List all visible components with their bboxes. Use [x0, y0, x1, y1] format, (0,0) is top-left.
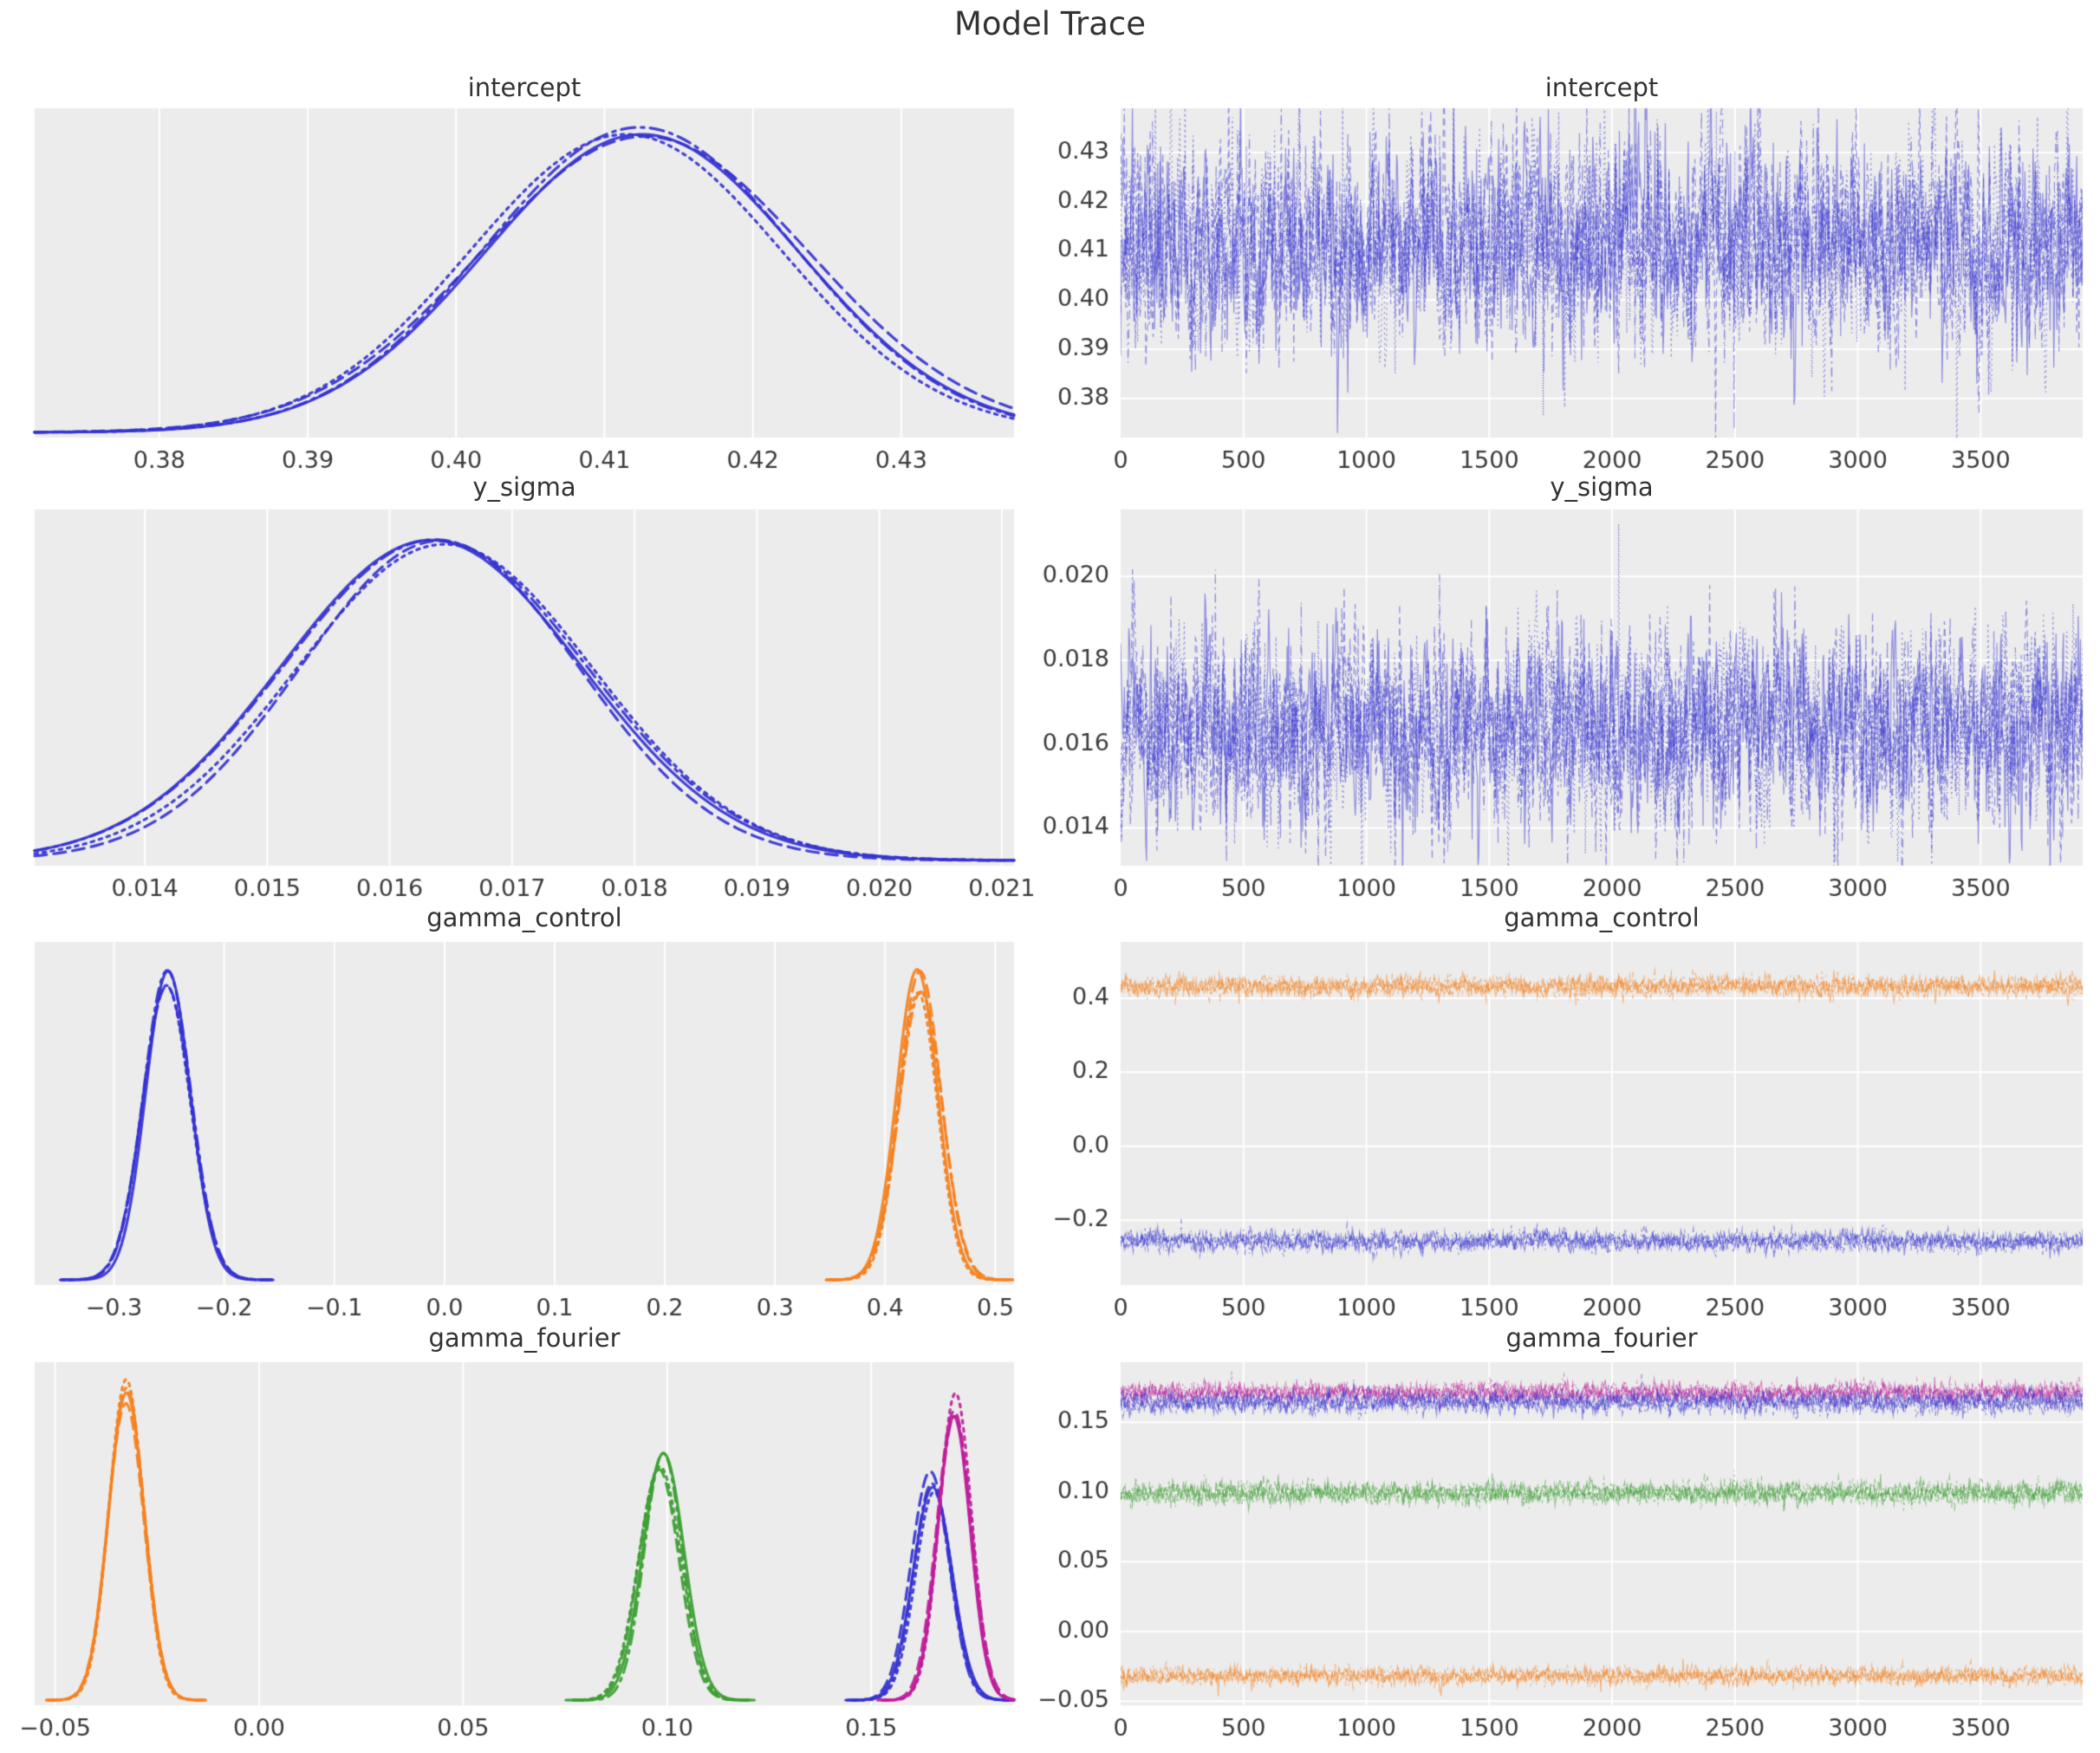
subplot-title-gamma-control-trace: gamma_control [1504, 903, 1700, 932]
subplot-title-gamma-fourier-kde: gamma_fourier [428, 1323, 621, 1353]
subplot-title-y-sigma-trace: y_sigma [1550, 472, 1654, 502]
subplot-title-gamma-fourier-trace: gamma_fourier [1505, 1323, 1698, 1353]
subplot-title-gamma-control-kde: gamma_control [426, 903, 622, 932]
subplot-title-intercept-trace: intercept [1544, 73, 1659, 102]
subplot-title-y-sigma-kde: y_sigma [472, 472, 576, 502]
subplot-title-intercept-kde: intercept [467, 73, 582, 102]
figure-title: Model Trace [953, 5, 1146, 42]
